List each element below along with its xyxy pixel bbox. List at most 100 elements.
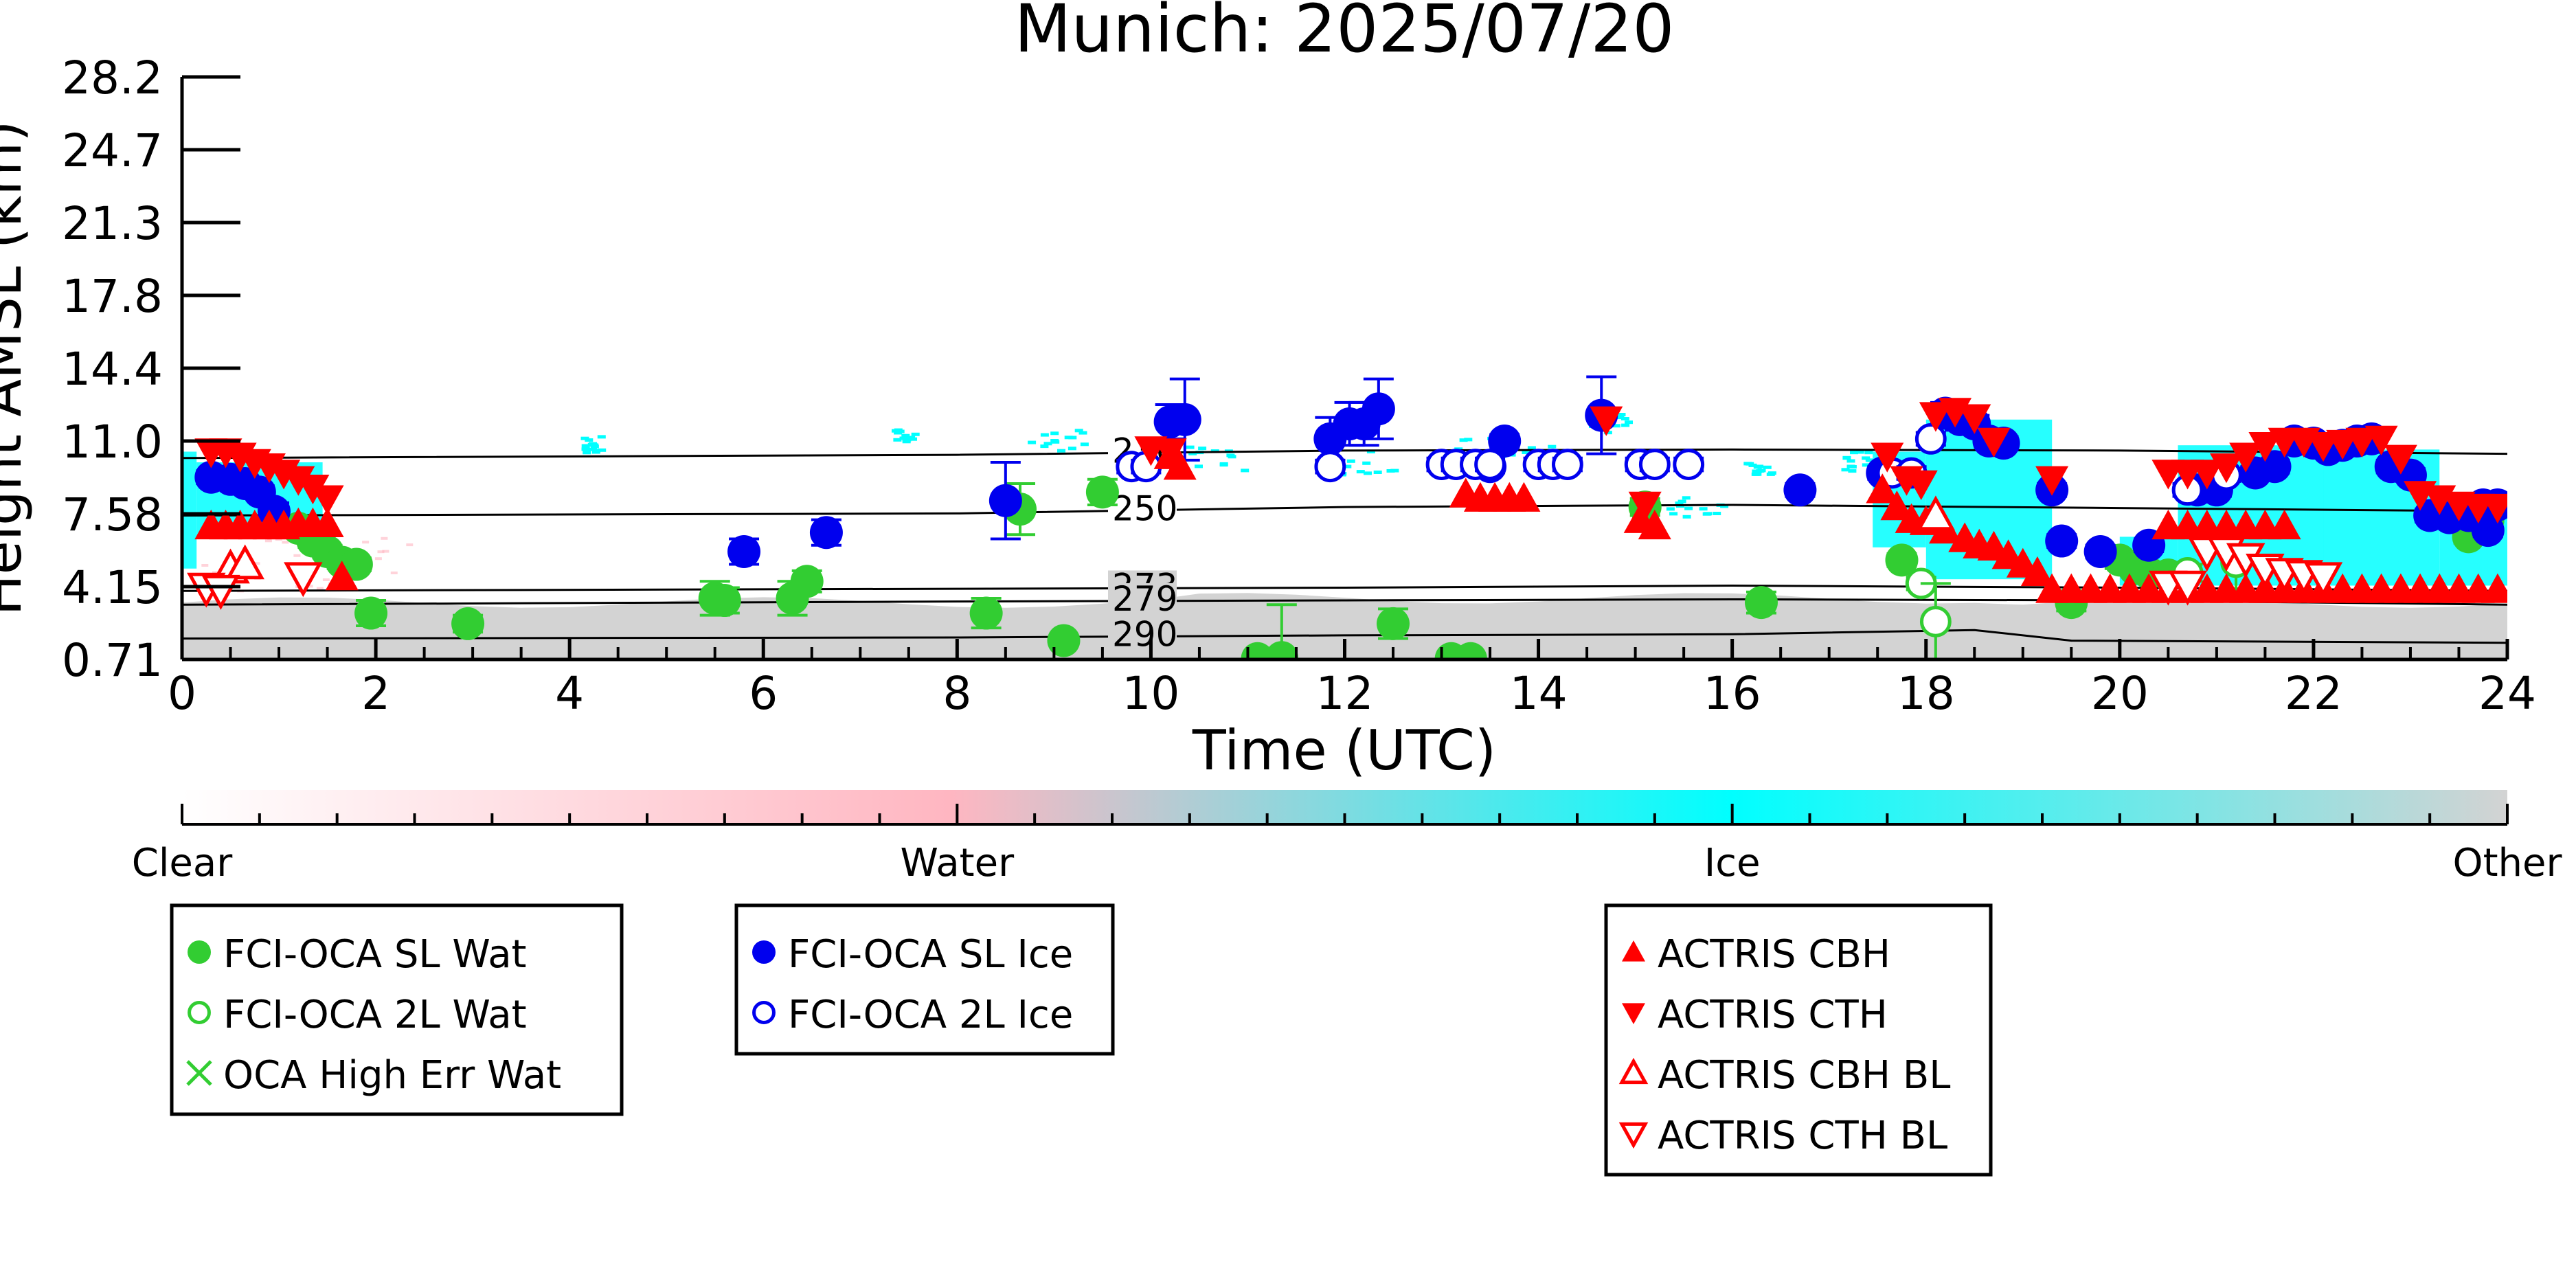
y-tick-label: 11.0 <box>62 416 163 468</box>
ice-speck <box>1862 456 1871 460</box>
y-tick-label: 24.7 <box>62 124 163 177</box>
ice-speck <box>1862 463 1871 467</box>
ice-speck <box>1386 469 1395 473</box>
data-point <box>1507 482 1541 512</box>
legend-marker <box>752 940 776 964</box>
legend-label: ACTRIS CTH <box>1658 993 1888 1037</box>
ice-speck <box>1028 440 1037 444</box>
data-point <box>2229 442 2263 473</box>
ice-speck <box>1621 423 1630 427</box>
x-tick-label: 18 <box>1897 667 1955 720</box>
colorbar-label: Other <box>2452 841 2562 885</box>
data-point <box>2268 509 2301 540</box>
data-point <box>1885 543 1919 577</box>
data-point <box>1551 449 1583 480</box>
ice-speck <box>1040 444 1049 449</box>
ice-speck <box>1219 462 1228 466</box>
legend-box: ACTRIS CBH ACTRIS CTH ACTRIS CBH BL ACTRIS … <box>1604 903 1993 1177</box>
ice-speck <box>585 438 594 442</box>
legend-marker <box>188 1001 211 1024</box>
series-actris-cbh <box>194 439 2507 603</box>
ice-speck <box>1522 451 1530 454</box>
y-axis-label: Height AMSL (km) <box>0 120 34 615</box>
data-point <box>1638 449 1671 480</box>
data-point <box>1916 495 1956 531</box>
ice-speck <box>581 447 590 451</box>
water-speck <box>201 564 209 567</box>
data-point <box>1977 427 2011 457</box>
data-point <box>1488 425 1522 457</box>
ice-speck <box>1040 433 1049 437</box>
ice-speck <box>590 443 599 447</box>
data-point <box>296 475 330 505</box>
data-point <box>2190 460 2224 490</box>
isotherm-label: 279 <box>1112 579 1177 619</box>
legend-label: FCI-OCA SL Ice <box>788 932 1073 977</box>
colorbar: Clear Water Ice Other <box>132 790 2562 885</box>
data-point <box>1474 449 1506 480</box>
water-speck <box>322 578 330 581</box>
x-tick-label: 24 <box>2478 667 2536 720</box>
isotherm-label-bg <box>1108 618 1177 646</box>
x-tick-label: 12 <box>1316 667 1374 720</box>
y-tick-label: 17.8 <box>62 270 163 323</box>
x-axis-label: Time (UTC) <box>1192 719 1496 782</box>
data-markers <box>187 375 2507 659</box>
data-point <box>1265 641 1298 659</box>
ice-speck <box>1675 501 1684 506</box>
data-point <box>1590 406 1623 436</box>
ice-speck <box>583 451 591 455</box>
ice-speck <box>1766 472 1775 476</box>
ice-speck <box>1682 515 1691 519</box>
ice-speck <box>1617 413 1626 416</box>
ice-speck <box>1080 442 1089 447</box>
ice-speck <box>893 438 902 442</box>
data-point <box>790 565 824 598</box>
water-speck <box>316 587 324 590</box>
data-point <box>1914 422 1947 455</box>
data-point <box>2083 535 2117 569</box>
x-tick-label: 16 <box>1704 667 1761 720</box>
ice-speck <box>903 438 912 442</box>
ice-speck <box>1459 438 1468 442</box>
ice-speck <box>1713 512 1721 515</box>
data-point <box>988 484 1022 517</box>
ice-speck <box>1846 459 1855 463</box>
data-point <box>1783 473 1817 507</box>
ice-speck <box>1763 465 1772 469</box>
series-actris-cth <box>194 398 2507 524</box>
data-point <box>1314 451 1346 483</box>
ice-speck <box>1343 464 1352 468</box>
water-speck <box>293 554 301 557</box>
ice-speck <box>1752 469 1761 473</box>
series-fci-oca-2l-ice <box>1116 422 2242 506</box>
ice-speck <box>1864 451 1873 455</box>
ice-speck <box>1669 512 1678 516</box>
water-speck <box>282 541 289 544</box>
ice-speck <box>1757 468 1766 473</box>
data-point <box>1153 438 1187 468</box>
ice-speck <box>1548 444 1557 449</box>
data-point <box>2364 425 2398 455</box>
ice-speck <box>1050 431 1059 436</box>
ice-speck <box>1666 507 1675 511</box>
ice-speck <box>1074 429 1083 433</box>
ice-speck <box>1198 447 1207 451</box>
ice-speck <box>1855 450 1864 454</box>
x-tick-label: 0 <box>168 667 196 720</box>
series-actris-cbh-bl <box>211 495 1956 584</box>
data-point <box>225 544 264 580</box>
legend-box: FCI-OCA SL Wat FCI-OCA 2L Wat OCA High Err… <box>170 903 624 1116</box>
data-point <box>2303 562 2343 598</box>
ice-speck <box>1078 431 1087 435</box>
isotherm-label: 250 <box>1112 489 1177 529</box>
ice-speck <box>1366 450 1375 453</box>
x-tick-label: 6 <box>749 667 778 720</box>
data-point <box>1377 607 1410 640</box>
legend-frame <box>1604 903 1993 1177</box>
ice-speck <box>1057 449 1065 453</box>
data-point <box>1871 442 1904 473</box>
data-point <box>310 485 344 515</box>
legends: FCI-OCA SL Wat FCI-OCA 2L Wat OCA High Err… <box>170 903 1993 1177</box>
isotherm-line <box>181 504 2508 517</box>
